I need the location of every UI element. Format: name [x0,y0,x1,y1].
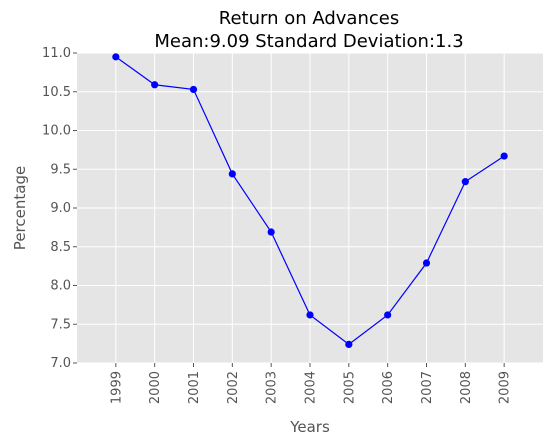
data-point [151,81,159,89]
data-point [345,340,353,348]
series [112,53,508,348]
x-tick-label: 2007 [420,371,435,404]
x-axis: 1999 2000 2001 2002 2003 2004 2005 2006 2007 2008… [109,363,513,404]
y-axis-label: Percentage [11,166,29,250]
x-tick-label: 2001 [187,371,202,404]
data-point [461,178,469,186]
data-point [228,170,236,178]
chart-subtitle: Mean:9.09 Standard Deviation:1.3 [154,31,463,52]
y-tick-label: 7.5 [50,317,71,332]
x-axis-label: Years [289,418,330,436]
data-point [422,259,431,267]
x-tick-label: 1999 [109,371,124,404]
data-point [112,53,120,61]
data-point [267,228,275,236]
y-tick-label: 11.0 [42,46,71,61]
x-tick-label: 2004 [304,371,319,404]
x-tick-label: 2008 [459,371,474,404]
x-tick-label: 2002 [226,371,241,404]
data-point [384,311,392,319]
x-tick-label: 2005 [342,371,357,404]
y-tick-label: 8.0 [50,279,71,294]
grid [77,52,543,364]
x-tick-label: 2006 [381,371,396,404]
y-tick-label: 9.5 [50,162,71,177]
x-tick-label: 2009 [498,371,513,404]
x-tick-label: 2000 [148,371,163,404]
x-tick-label: 2003 [265,371,280,404]
y-tick-label: 10.0 [42,124,71,139]
data-point [306,311,314,319]
y-tick-label: 10.5 [42,85,71,100]
y-tick-label: 7.0 [50,356,71,371]
y-tick-label: 9.0 [50,201,71,216]
chart-title: Return on Advances [219,8,399,29]
data-point [500,152,508,160]
y-axis: 7.0 7.5 8.0 8.5 9.0 9.5 10.0 10.5 11.0 [42,46,77,371]
data-point [189,85,198,94]
y-tick-label: 8.5 [50,240,71,255]
